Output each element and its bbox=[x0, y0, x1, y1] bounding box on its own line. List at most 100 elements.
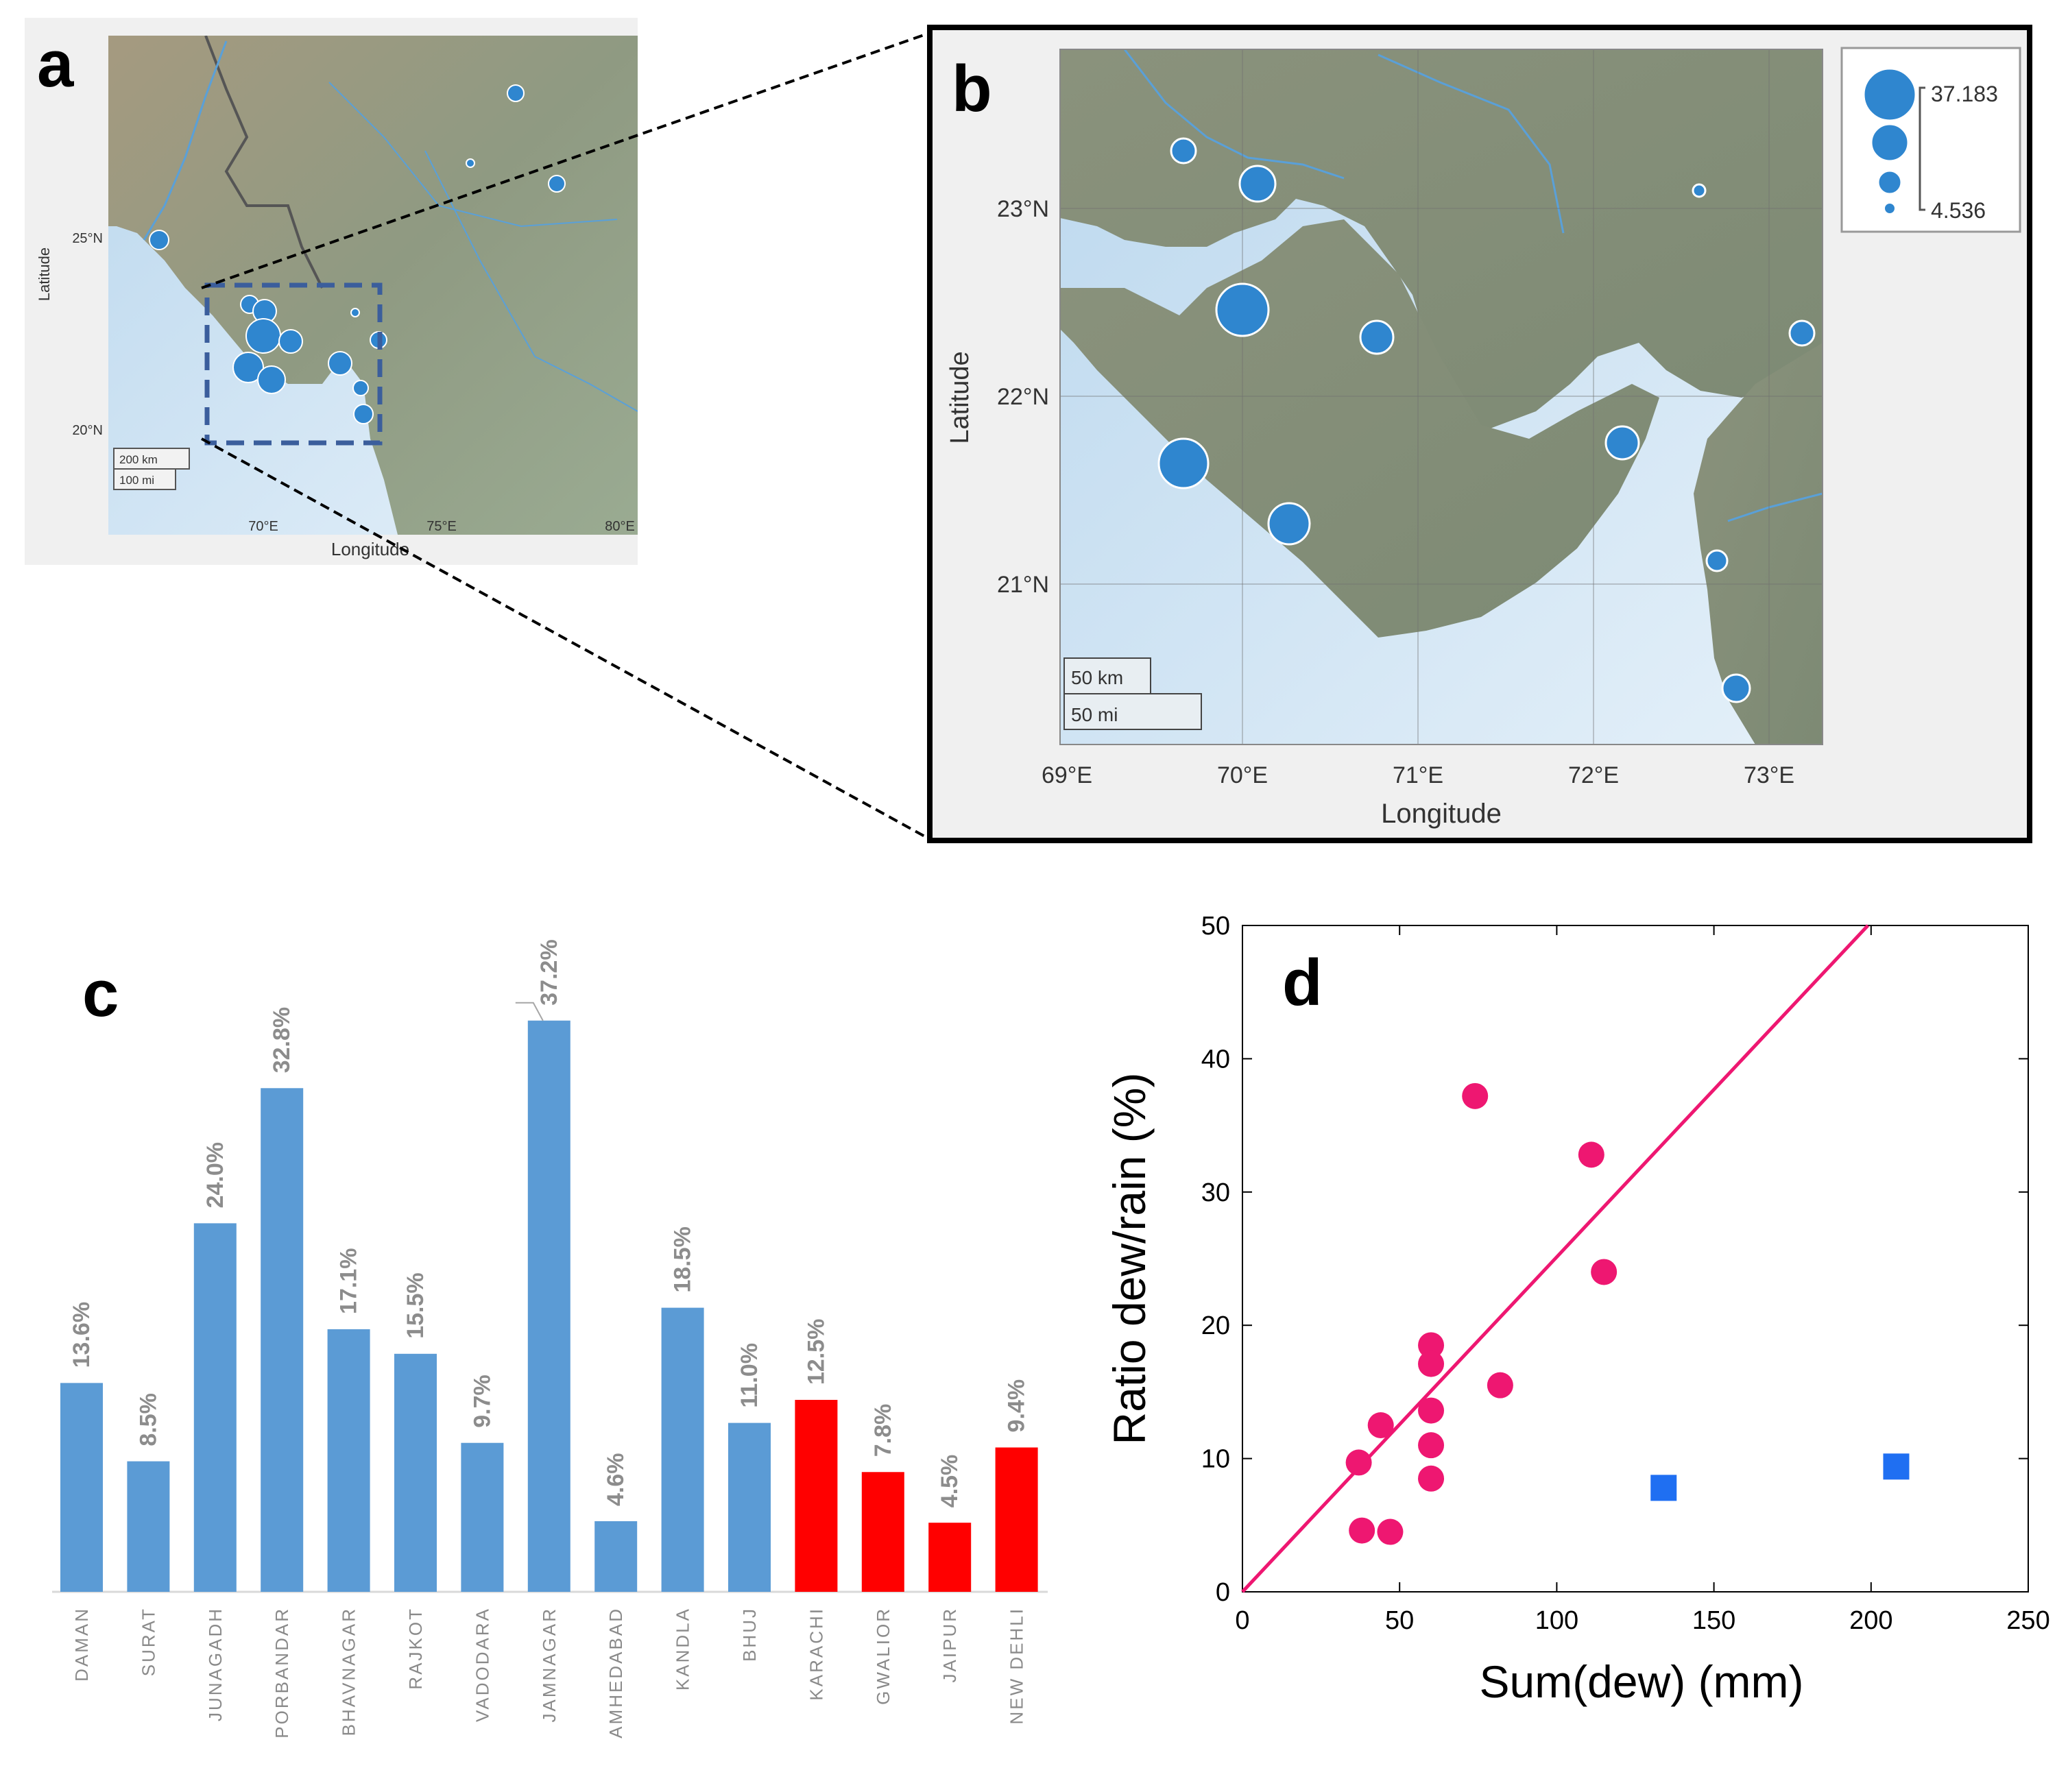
bar-data-label: 18.5% bbox=[670, 1226, 696, 1292]
y-tick-label: 10 bbox=[1201, 1445, 1230, 1474]
bar-category-label: JUNAGADH bbox=[205, 1607, 226, 1721]
y-tick-label: 40 bbox=[1201, 1045, 1230, 1074]
map-a-marker bbox=[232, 352, 264, 383]
map-b-marker bbox=[1170, 137, 1197, 165]
x-tick-label: 250 bbox=[2006, 1606, 2049, 1635]
map-a-marker bbox=[328, 351, 352, 376]
map-b-marker bbox=[1215, 282, 1270, 337]
map-b-lon-tick-71: 71°E bbox=[1393, 762, 1443, 788]
bar-new-dehli bbox=[995, 1447, 1038, 1592]
map-b-marker bbox=[1692, 183, 1707, 198]
scatter-ticks: 0 50 100 150 200 250 0 10 20 30 40 50 bbox=[1201, 912, 2050, 1635]
bar-category-label: VADODARA bbox=[472, 1607, 492, 1722]
bar-category-label: SURAT bbox=[138, 1607, 158, 1676]
scatter-point-circle bbox=[1591, 1259, 1618, 1285]
bar-data-label: 11.0% bbox=[736, 1343, 762, 1408]
map-a-river-3 bbox=[328, 82, 618, 228]
map-a-marker bbox=[149, 230, 169, 250]
map-a-lon-label: Longitude bbox=[331, 539, 409, 559]
map-a-lon-tick-75: 75°E bbox=[426, 519, 457, 534]
y-tick-label: 20 bbox=[1201, 1311, 1230, 1340]
scatter-fit-line bbox=[1241, 924, 1870, 1593]
svg-text:50 mi: 50 mi bbox=[1071, 704, 1118, 725]
scatter-point-circle bbox=[1367, 1412, 1394, 1438]
bar-data-label: 15.5% bbox=[402, 1272, 429, 1338]
map-b-marker bbox=[1359, 319, 1395, 355]
panel-a: Latitude 25°N 20°N 70°E 75°E 80°E Longit… bbox=[25, 18, 638, 565]
x-tick-label: 200 bbox=[1849, 1606, 1892, 1635]
map-a-marker bbox=[466, 158, 475, 168]
map-b-stations bbox=[1157, 137, 1816, 703]
bar-category-label: NEW DEHLI bbox=[1007, 1607, 1027, 1724]
map-a-scalebar: 200 km 100 mi bbox=[113, 448, 190, 490]
map-b-lon-tick-70: 70°E bbox=[1217, 762, 1268, 788]
scatter-x-axis-label: Sum(dew) (mm) bbox=[1480, 1656, 1804, 1707]
map-b-east-coast bbox=[1694, 343, 1823, 744]
scatter-point-circle bbox=[1345, 1449, 1372, 1476]
map-a-marker bbox=[278, 329, 303, 354]
scatter-point-circle bbox=[1418, 1332, 1445, 1359]
map-a-lat-tick-20: 20°N bbox=[72, 423, 103, 438]
y-tick-label: 0 bbox=[1216, 1578, 1230, 1607]
map-b-lon-tick-69: 69°E bbox=[1042, 762, 1092, 788]
y-tick-label: 30 bbox=[1201, 1178, 1230, 1207]
scatter-point-circle bbox=[1487, 1372, 1513, 1399]
bar-chart: 13.6% 8.5% 24.0% 32.8% 17.1% 15.5% 9.7% 37.2% 4.… bbox=[52, 939, 1048, 1739]
x-tick-label: 0 bbox=[1235, 1606, 1249, 1635]
bar-data-label: 4.5% bbox=[937, 1455, 963, 1508]
map-b-lon-tick-72: 72°E bbox=[1568, 762, 1619, 788]
map-b-lon-tick-73: 73°E bbox=[1744, 762, 1794, 788]
scatter-point-circle bbox=[1462, 1082, 1489, 1109]
legend-min-value: 4.536 bbox=[1931, 198, 1986, 223]
scatter-point-square bbox=[1650, 1475, 1677, 1501]
panel-label-c: c bbox=[82, 957, 119, 1030]
panel-b: 50 km 50 mi 23°N 22°N 21°N Latitude 69°E… bbox=[927, 25, 2032, 843]
zoom-connector-top bbox=[201, 32, 930, 289]
map-b-grid bbox=[1060, 49, 1823, 744]
map-b-marker bbox=[1267, 502, 1311, 546]
bar-category-label: AMHEDABAD bbox=[605, 1607, 626, 1739]
scatter-point-circle bbox=[1578, 1141, 1604, 1168]
svg-text:50 km: 50 km bbox=[1071, 667, 1123, 688]
map-a-river bbox=[143, 40, 228, 241]
bar-data-label: 37.2% bbox=[536, 939, 562, 1005]
svg-text:200 km: 200 km bbox=[119, 453, 158, 466]
map-b-river bbox=[1123, 49, 1345, 180]
map-b-marker bbox=[1238, 165, 1277, 203]
map-b-area bbox=[1060, 49, 1823, 744]
scatter-point-circle bbox=[1418, 1351, 1445, 1377]
panel-label-b: b bbox=[952, 52, 992, 125]
bar-jamnagar bbox=[527, 1020, 570, 1592]
bar-amhedabad bbox=[594, 1521, 638, 1592]
bar-data-label: 24.0% bbox=[202, 1142, 228, 1208]
bar-data-label: 9.4% bbox=[1004, 1379, 1030, 1433]
bar-surat bbox=[127, 1461, 170, 1592]
scatter-point-circle bbox=[1418, 1397, 1445, 1424]
map-a-marker bbox=[350, 308, 360, 317]
bar-data-label: 32.8% bbox=[269, 1007, 295, 1073]
bar-data-label: 17.1% bbox=[336, 1248, 362, 1314]
map-b-marker bbox=[1788, 319, 1816, 347]
map-b-land-north bbox=[1060, 49, 1823, 432]
map-b-lat-label: Latitude bbox=[946, 351, 974, 444]
map-b-scalebar: 50 km 50 mi bbox=[1063, 657, 1202, 730]
map-b-lat-tick-22: 22°N bbox=[997, 384, 1049, 410]
map-a-marker bbox=[507, 84, 525, 102]
bar-rajkot bbox=[394, 1353, 437, 1592]
bar-data-label: 9.7% bbox=[469, 1375, 495, 1428]
map-b-marker bbox=[1705, 549, 1729, 572]
x-tick-label: 50 bbox=[1385, 1606, 1414, 1635]
map-b-marker bbox=[1721, 673, 1751, 703]
map-b-marker bbox=[1157, 437, 1210, 489]
zoom-connector-bottom bbox=[201, 437, 930, 840]
map-a-marker bbox=[353, 404, 374, 424]
legend-max-value: 37.183 bbox=[1931, 82, 1998, 106]
bar-category-label: DAMAN bbox=[71, 1607, 92, 1682]
bar-chart-data-labels: 13.6% 8.5% 24.0% 32.8% 17.1% 15.5% 9.7% 37.2% 4.… bbox=[69, 939, 1030, 1508]
bar-kandla bbox=[661, 1307, 704, 1592]
panel-label-d: d bbox=[1282, 946, 1323, 1019]
y-tick-label: 50 bbox=[1201, 912, 1230, 941]
bar-data-label: 13.6% bbox=[69, 1302, 95, 1368]
bar-category-label: BHUJ bbox=[739, 1607, 760, 1662]
